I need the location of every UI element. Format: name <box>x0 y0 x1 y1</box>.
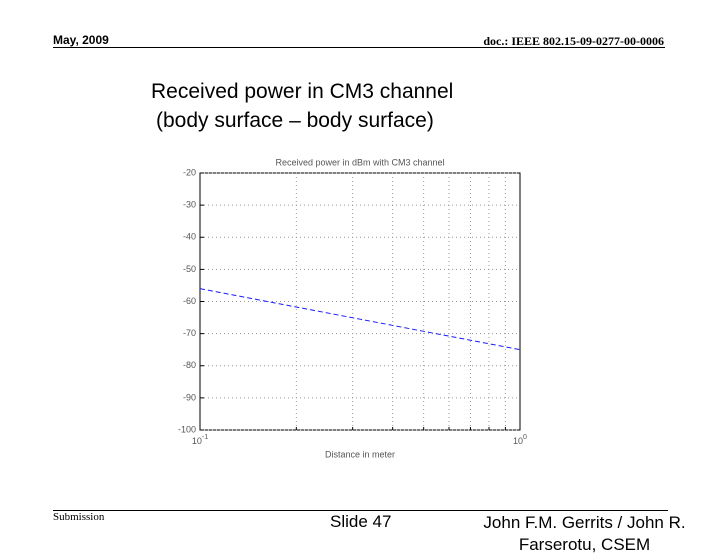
x-tick-label: 100 <box>513 434 527 447</box>
x-tick-label: 10-1 <box>192 434 208 447</box>
slide-title: (body surface – body surface) <box>156 109 434 132</box>
x-tick-exponent: -1 <box>202 434 208 441</box>
footer-center: Slide 47 <box>330 512 392 531</box>
x-axis-label: Distance in meter <box>325 449 395 459</box>
y-tick-label: -90 <box>183 392 196 402</box>
slide-title: Received power in CM3 channel <box>151 80 454 103</box>
y-tick-label: -80 <box>183 360 196 370</box>
header-date: May, 2009 <box>53 33 109 47</box>
header-rule <box>53 47 665 48</box>
x-tick-base: 10 <box>192 436 202 446</box>
footer-rule <box>53 510 668 511</box>
y-tick-label: -20 <box>183 167 196 177</box>
x-tick-exponent: 0 <box>523 434 527 441</box>
y-tick-label: -100 <box>178 424 196 434</box>
y-tick-label: -60 <box>183 296 196 306</box>
y-tick-label: -50 <box>183 264 196 274</box>
data-line <box>199 288 521 351</box>
header-doc: doc.: IEEE 802.15-09-0277-00-0006 <box>483 34 664 48</box>
y-tick-label: -40 <box>183 232 196 242</box>
chart-title: Received power in dBm with CM3 channel <box>275 157 444 167</box>
x-tick-base: 10 <box>513 436 523 446</box>
slide: May, 2009 doc.: IEEE 802.15-09-0277-00-0… <box>53 33 686 554</box>
chart: Received power in dBm with CM3 channel D… <box>178 157 527 459</box>
y-tick-label: -70 <box>183 328 196 338</box>
footer-left: Submission <box>53 511 105 523</box>
y-tick-label: -30 <box>183 200 196 210</box>
